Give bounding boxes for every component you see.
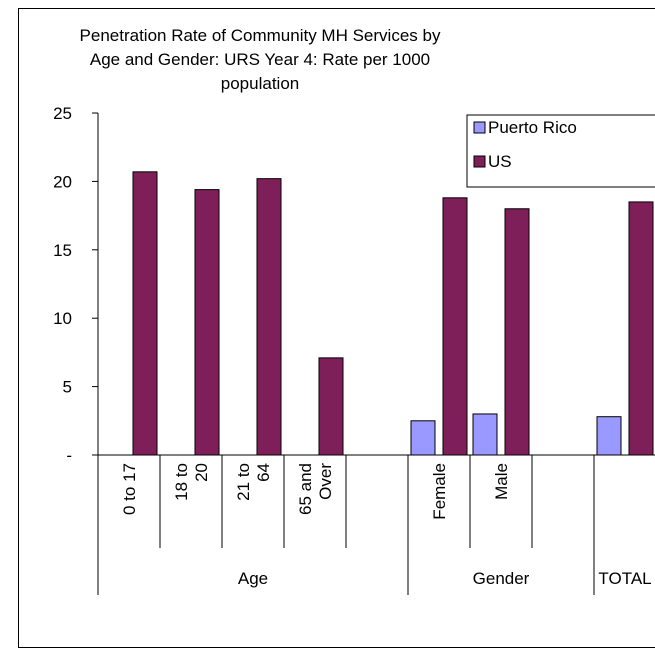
bar-us-2 [194, 189, 220, 456]
bar-us-3 [256, 178, 282, 456]
category-label-18-to-20: 18 to20 [172, 463, 211, 501]
chart-title: Penetration Rate of Community MH Service… [79, 26, 441, 93]
bar-puerto-rico-7 [472, 413, 498, 456]
legend-label-puerto-rico: Puerto Rico [488, 118, 577, 137]
group-label-total: TOTAL [598, 569, 651, 588]
category-labels: 0 to 17 18 to20 21 to64 65 andOver Age Female… [120, 455, 652, 595]
bar-us-6 [442, 197, 468, 456]
y-tick-label: 5 [63, 378, 72, 397]
y-tick-label: 10 [53, 309, 72, 328]
bar-us-4 [318, 357, 344, 456]
bar-puerto-rico-9 [596, 416, 622, 456]
bar-us-7 [504, 208, 530, 456]
legend-label-us: US [488, 152, 512, 171]
category-label-female: Female [430, 463, 449, 520]
category-label-0-to-17: 0 to 17 [120, 463, 139, 515]
bar-puerto-rico-6 [410, 420, 436, 456]
group-label-gender: Gender [473, 569, 530, 588]
y-tick-label: 25 [53, 104, 72, 123]
chart-axes: - 5 10 15 20 25 [53, 104, 655, 595]
y-tick-label: 15 [53, 241, 72, 260]
category-label-male: Male [492, 463, 511, 500]
y-tick-label: 20 [53, 172, 72, 191]
category-label-65-and-over: 65 andOver [296, 463, 335, 515]
legend-swatch-us [473, 155, 486, 168]
category-label-21-to-64: 21 to64 [234, 463, 273, 501]
legend-box [466, 114, 655, 188]
legend-swatch-puerto-rico [473, 121, 486, 134]
y-tick-label: - [66, 446, 72, 465]
chart-legend: Puerto Rico US [466, 114, 655, 188]
bar-chart: - 5 10 15 20 25 0 to 17 18 to20 21 to64 65 andOv… [53, 104, 655, 595]
chart-bars [132, 171, 654, 456]
group-label-age: Age [238, 569, 268, 588]
bar-us-1 [132, 171, 158, 456]
bar-us-9 [628, 201, 654, 456]
